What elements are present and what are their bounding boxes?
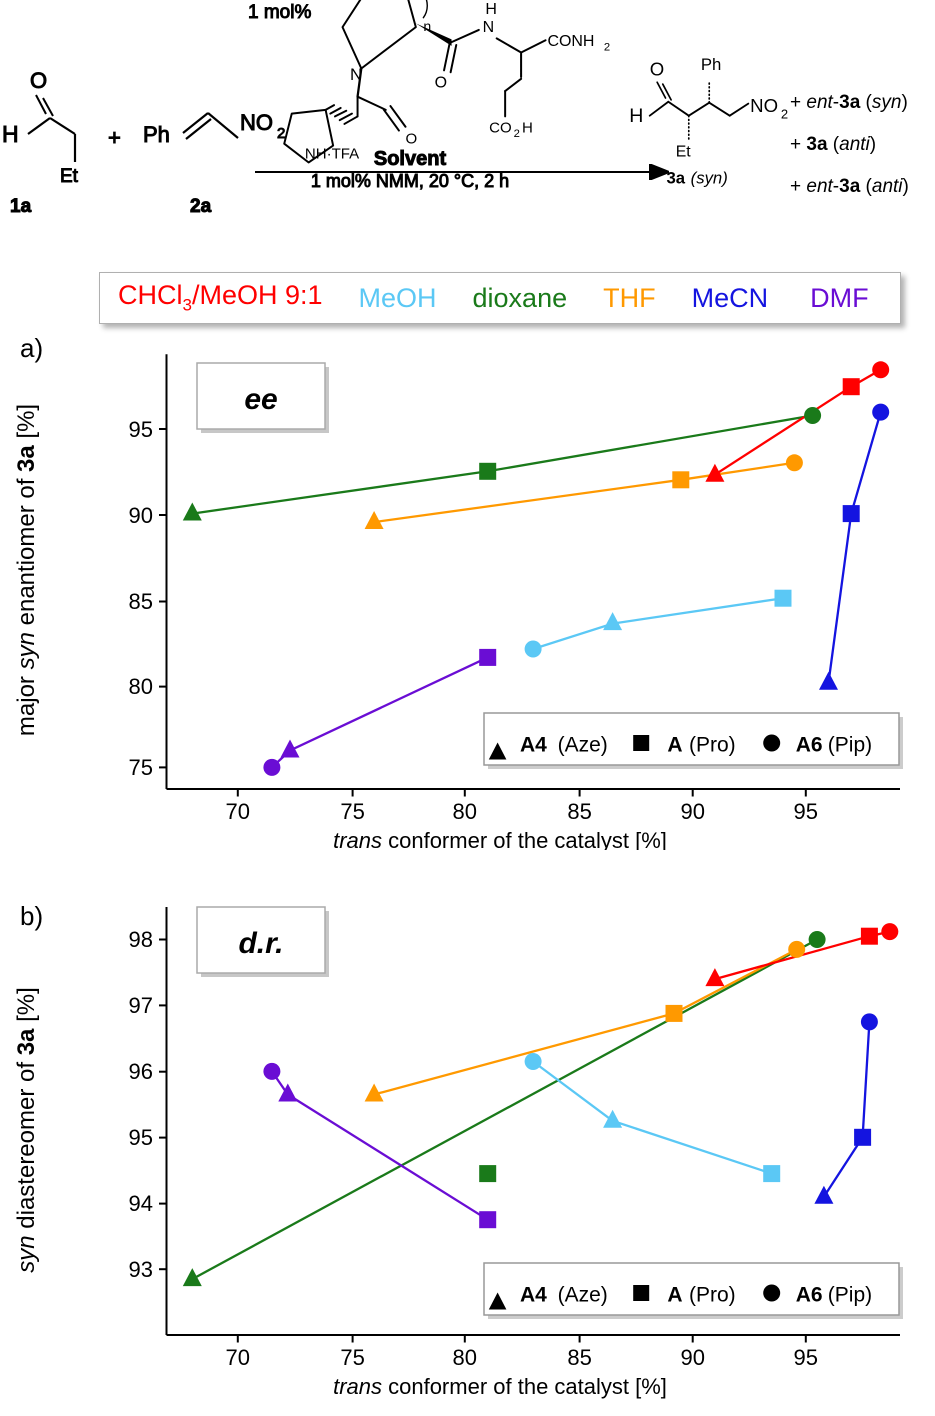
svg-text:ee: ee	[244, 383, 277, 416]
svg-text:95: 95	[129, 1125, 153, 1150]
svg-text:A6: A6	[796, 734, 823, 757]
svg-text:syn diastereomer of 3a [%]: syn diastereomer of 3a [%]	[13, 987, 40, 1273]
svg-text:85: 85	[567, 1345, 591, 1370]
svg-text:CO: CO	[489, 119, 512, 136]
svg-text:90: 90	[680, 1345, 704, 1370]
svg-text:a): a)	[20, 333, 43, 363]
svg-text:H: H	[522, 119, 533, 136]
svg-text:+ ent-3a (anti): + ent-3a (anti)	[790, 176, 909, 197]
svg-text:96: 96	[129, 1059, 153, 1084]
svg-text:80: 80	[453, 1345, 477, 1370]
svg-text:(Aze): (Aze)	[558, 1284, 608, 1307]
svg-text:(syn): (syn)	[691, 169, 728, 188]
svg-text:93: 93	[129, 1257, 153, 1282]
svg-text:2: 2	[514, 128, 520, 140]
svg-text:(Pip): (Pip)	[828, 1284, 872, 1307]
svg-text:97: 97	[129, 993, 153, 1018]
svg-text:A4: A4	[520, 734, 547, 757]
svg-text:O: O	[435, 74, 447, 91]
svg-text:94: 94	[129, 1191, 153, 1216]
svg-text:O: O	[650, 59, 664, 80]
svg-text:trans conformer of the catalys: trans conformer of the catalyst [%]	[333, 828, 667, 850]
svg-text:1a: 1a	[10, 196, 32, 217]
svg-text:70: 70	[226, 799, 250, 824]
svg-text:(Pro): (Pro)	[689, 734, 736, 757]
svg-text:b): b)	[20, 901, 43, 931]
svg-text:2: 2	[604, 42, 610, 54]
svg-text:O: O	[406, 131, 418, 148]
svg-text:d.r.: d.r.	[238, 927, 283, 960]
svg-text:trans conformer of the catalys: trans conformer of the catalyst [%]	[333, 1374, 667, 1399]
svg-text:H: H	[2, 121, 19, 147]
svg-text:H: H	[629, 105, 643, 127]
svg-text:NO: NO	[240, 110, 273, 135]
svg-text:Solvent: Solvent	[374, 148, 447, 170]
svg-text:95: 95	[794, 799, 818, 824]
svg-text:1 mol%: 1 mol%	[248, 2, 311, 23]
svg-text:major syn enantiomer of 3a [%]: major syn enantiomer of 3a [%]	[13, 404, 40, 736]
svg-text:90: 90	[129, 503, 153, 528]
svg-text:+ ent-3a (syn): + ent-3a (syn)	[790, 92, 908, 113]
svg-text:+: +	[108, 125, 121, 150]
svg-text:N: N	[483, 19, 495, 36]
svg-text:(Pro): (Pro)	[689, 1284, 736, 1307]
svg-text:1 mol% NMM, 20 °C, 2 h: 1 mol% NMM, 20 °C, 2 h	[311, 171, 509, 191]
svg-text:80: 80	[129, 674, 153, 699]
svg-text:H: H	[485, 1, 497, 18]
svg-text:Et: Et	[676, 144, 692, 161]
svg-text:95: 95	[129, 417, 153, 442]
svg-text:2: 2	[781, 106, 788, 121]
svg-text:Ph: Ph	[143, 122, 170, 147]
svg-text:NH·TFA: NH·TFA	[305, 146, 359, 163]
svg-text:Et: Et	[60, 166, 79, 187]
svg-text:O: O	[30, 68, 47, 93]
svg-text:98: 98	[129, 927, 153, 952]
svg-text:80: 80	[453, 799, 477, 824]
svg-text:Ph: Ph	[701, 55, 721, 74]
svg-text:75: 75	[340, 799, 364, 824]
svg-text:75: 75	[340, 1345, 364, 1370]
svg-text:90: 90	[680, 799, 704, 824]
svg-text:A: A	[667, 1284, 682, 1307]
svg-text:NO: NO	[750, 95, 778, 116]
svg-text:(Pip): (Pip)	[828, 734, 872, 757]
svg-text:75: 75	[129, 755, 153, 780]
svg-text:95: 95	[794, 1345, 818, 1370]
svg-text:2: 2	[277, 125, 285, 142]
svg-text:2a: 2a	[190, 196, 212, 217]
svg-text:3a: 3a	[666, 169, 685, 188]
svg-text:+ 3a (anti): + 3a (anti)	[790, 134, 876, 155]
svg-text:A: A	[667, 734, 682, 757]
svg-text:A6: A6	[796, 1284, 823, 1307]
svg-text:A4: A4	[520, 1284, 547, 1307]
svg-text:85: 85	[129, 589, 153, 614]
svg-text:(Aze): (Aze)	[558, 734, 608, 757]
svg-text:70: 70	[226, 1345, 250, 1370]
svg-text:85: 85	[567, 799, 591, 824]
svg-text:CONH: CONH	[547, 33, 594, 50]
